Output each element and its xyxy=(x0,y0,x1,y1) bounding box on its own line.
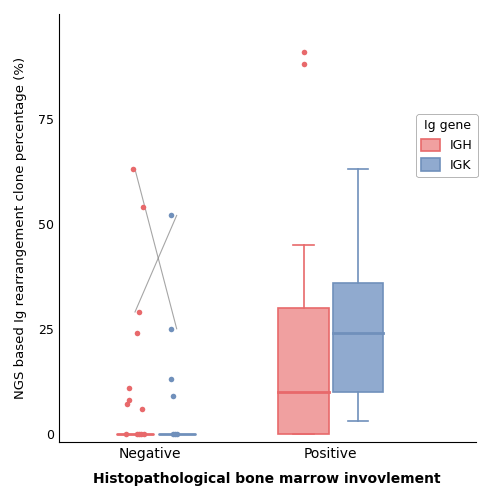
Y-axis label: NGS based Ig rearrangement clone percentage (%): NGS based Ig rearrangement clone percent… xyxy=(14,57,27,399)
X-axis label: Histopathological bone marrow invovlement: Histopathological bone marrow invovlemen… xyxy=(93,472,441,486)
Legend: IGH, IGK: IGH, IGK xyxy=(416,114,478,177)
Bar xyxy=(278,308,329,434)
Bar xyxy=(332,282,383,392)
